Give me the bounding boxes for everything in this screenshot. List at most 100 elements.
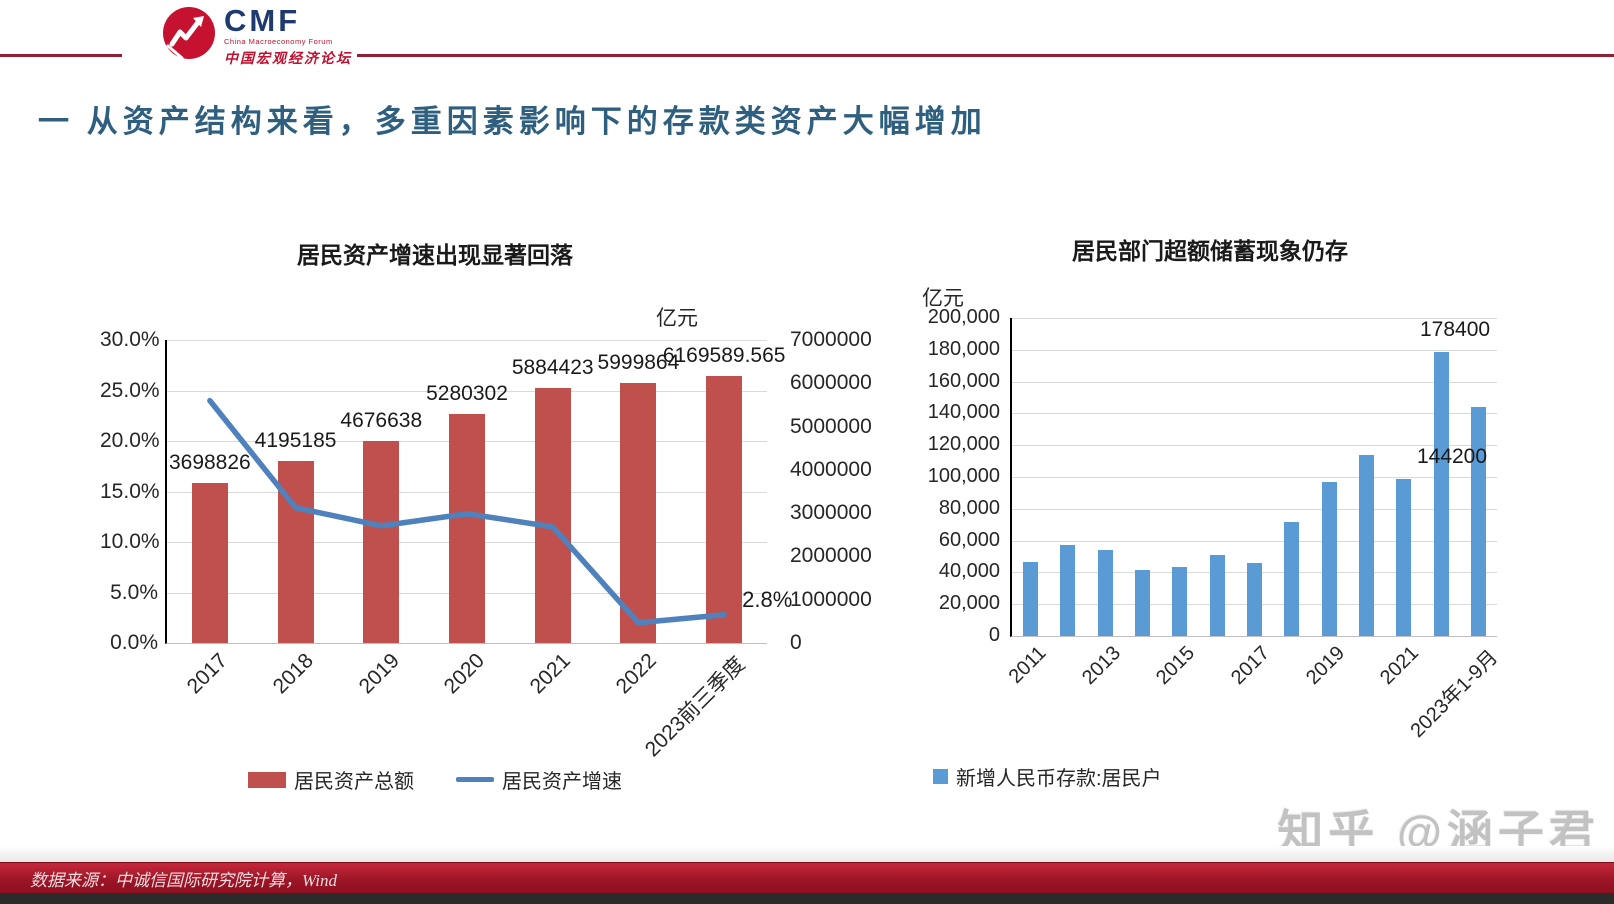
- y-axis-tick-right: 0: [790, 631, 802, 654]
- gridline: [167, 340, 767, 341]
- legend-item-growth-rate: 居民资产增速: [456, 765, 622, 794]
- y-axis-tick-left: 30.0%: [100, 328, 160, 351]
- x-axis-label-text: 2020: [439, 649, 490, 699]
- cmf-logo: CMF China Macroeconomy Forum 中国宏观经济论坛: [162, 3, 352, 68]
- gridline: [1012, 318, 1497, 319]
- header-rule-left: [0, 54, 122, 57]
- data-label: 4676638: [340, 408, 423, 432]
- bar-new-deposits: [1209, 554, 1225, 636]
- data-label: 6169589.565: [662, 343, 786, 367]
- footer-bar: 数据来源：中诚信国际研究院计算，Wind: [0, 862, 1614, 894]
- bar-new-deposits: [1396, 478, 1412, 636]
- x-axis-label-text: 2021: [1376, 642, 1424, 690]
- growth-line-series: [207, 397, 727, 626]
- legend-item-new-deposits: 新增人民币存款:居民户: [933, 762, 1162, 791]
- data-label: 5280302: [426, 382, 508, 406]
- bar-new-deposits: [1247, 562, 1262, 636]
- legend-swatch-bar: [933, 769, 948, 784]
- gridline: [1012, 413, 1497, 415]
- x-axis-label-text: 2017: [1227, 642, 1275, 690]
- bar-total-assets: [191, 482, 228, 643]
- x-axis-label-text: 2019: [354, 649, 404, 699]
- unit-label: 亿元: [922, 287, 964, 310]
- gridline: [1012, 508, 1497, 510]
- line-end-annotation: 2.8%: [742, 586, 793, 612]
- data-label: 5884423: [511, 356, 594, 380]
- left-chart-assets-growth: 居民资产增速出现显著回落亿元 3698826 4195185 4676638 52803…: [100, 228, 890, 803]
- x-axis-label-text: 2017: [182, 649, 233, 699]
- x-axis-label-text: 2013: [1077, 642, 1125, 690]
- y-axis-tick-left: 20.0%: [100, 429, 160, 452]
- bar-new-deposits: [1470, 406, 1486, 636]
- gridline: [1012, 477, 1497, 478]
- header-rule-right: [357, 54, 1614, 57]
- y-axis-tick: 0: [988, 624, 1000, 646]
- data-label: 4195185: [254, 429, 337, 453]
- y-axis-tick-left: 15.0%: [100, 479, 160, 503]
- y-axis-tick: 160,000: [927, 369, 1000, 392]
- y-axis-tick-left: 0.0%: [110, 631, 158, 654]
- legend-swatch-line: [456, 777, 494, 782]
- y-axis-tick-left: 5.0%: [110, 580, 158, 604]
- y-axis-tick-right: 7000000: [790, 328, 872, 351]
- x-axis-label-text: 2018: [268, 649, 318, 699]
- x-axis-label-text: 2022: [611, 649, 661, 699]
- gridline: [1012, 349, 1497, 351]
- legend: 居民资产总额 居民资产增速: [100, 765, 770, 794]
- y-axis-tick-left: 25.0%: [100, 378, 160, 402]
- y-axis-tick-right: 3000000: [790, 501, 872, 525]
- legend-label: 居民资产增速: [502, 771, 622, 793]
- bar-new-deposits: [1135, 570, 1151, 636]
- y-axis-tick: 40,000: [938, 560, 1000, 583]
- bar-new-deposits: [1097, 549, 1113, 636]
- bar-total-assets: [620, 383, 657, 643]
- bottom-strip: [0, 893, 1614, 904]
- plot-area: 3698826 4195185 4676638 5280302 5884423 59998…: [165, 340, 792, 644]
- bar-total-assets: [534, 388, 571, 643]
- x-axis-label-text: 2019: [1301, 642, 1349, 690]
- bar-new-deposits: [1060, 545, 1076, 636]
- logo-subtitle-en: China Macroeconomy Forum: [224, 37, 333, 46]
- y-axis-tick-right: 5000000: [790, 414, 872, 438]
- x-axis-label-text: 2021: [525, 649, 575, 699]
- bar-total-assets: [449, 414, 485, 643]
- logo-acronym: CMF: [224, 3, 301, 38]
- bar-new-deposits: [1172, 566, 1188, 636]
- bar-new-deposits: [1358, 454, 1374, 636]
- x-axis-label-text: 2011: [1004, 642, 1051, 688]
- right-chart-excess-savings: 居民部门超额储蓄现象仍存亿元 178400 144200 200,000 180,000…: [900, 222, 1580, 802]
- legend: 新增人民币存款:居民户: [933, 762, 1162, 791]
- bar-new-deposits: [1433, 352, 1449, 636]
- legend-label: 新增人民币存款:居民户: [956, 768, 1162, 790]
- y-axis-tick: 200,000: [927, 306, 1000, 328]
- gridline: [1012, 540, 1497, 542]
- data-label: 144200: [1416, 445, 1488, 468]
- plot-area: 178400 144200: [1010, 318, 1497, 637]
- logo-subtitle-zh: 中国宏观经济论坛: [224, 52, 352, 67]
- bar-new-deposits: [1023, 561, 1039, 636]
- y-axis-tick: 180,000: [927, 337, 1000, 360]
- chart-title: 居民资产增速出现显著回落: [297, 242, 573, 268]
- y-axis-tick: 120,000: [927, 433, 1000, 456]
- bar-total-assets: [363, 440, 400, 643]
- y-axis-tick: 60,000: [938, 528, 1000, 551]
- legend-label: 居民资产总额: [294, 771, 414, 793]
- gridline: [1012, 381, 1497, 383]
- y-axis-tick-right: 6000000: [790, 371, 872, 395]
- data-label: 178400: [1419, 318, 1491, 342]
- gridline: [167, 390, 767, 392]
- y-axis-tick-right: 4000000: [790, 457, 872, 481]
- legend-swatch-bar: [248, 771, 286, 788]
- gridline: [1012, 445, 1497, 447]
- y-axis-tick: 100,000: [927, 465, 1000, 487]
- bar-new-deposits: [1321, 481, 1337, 636]
- bar-new-deposits: [1284, 521, 1300, 636]
- chart-title: 居民部门超额储蓄现象仍存: [1072, 238, 1348, 264]
- legend-item-total-assets: 居民资产总额: [248, 765, 414, 794]
- y-axis-tick: 20,000: [938, 592, 1000, 615]
- y-axis-tick-right: 2000000: [790, 544, 872, 568]
- y-axis-tick: 80,000: [938, 496, 1000, 519]
- unit-label: 亿元: [656, 307, 698, 330]
- x-axis-label-text: 2015: [1152, 642, 1200, 690]
- slide-title: 一 从资产结构来看，多重因素影响下的存款类资产大幅增加: [38, 104, 987, 139]
